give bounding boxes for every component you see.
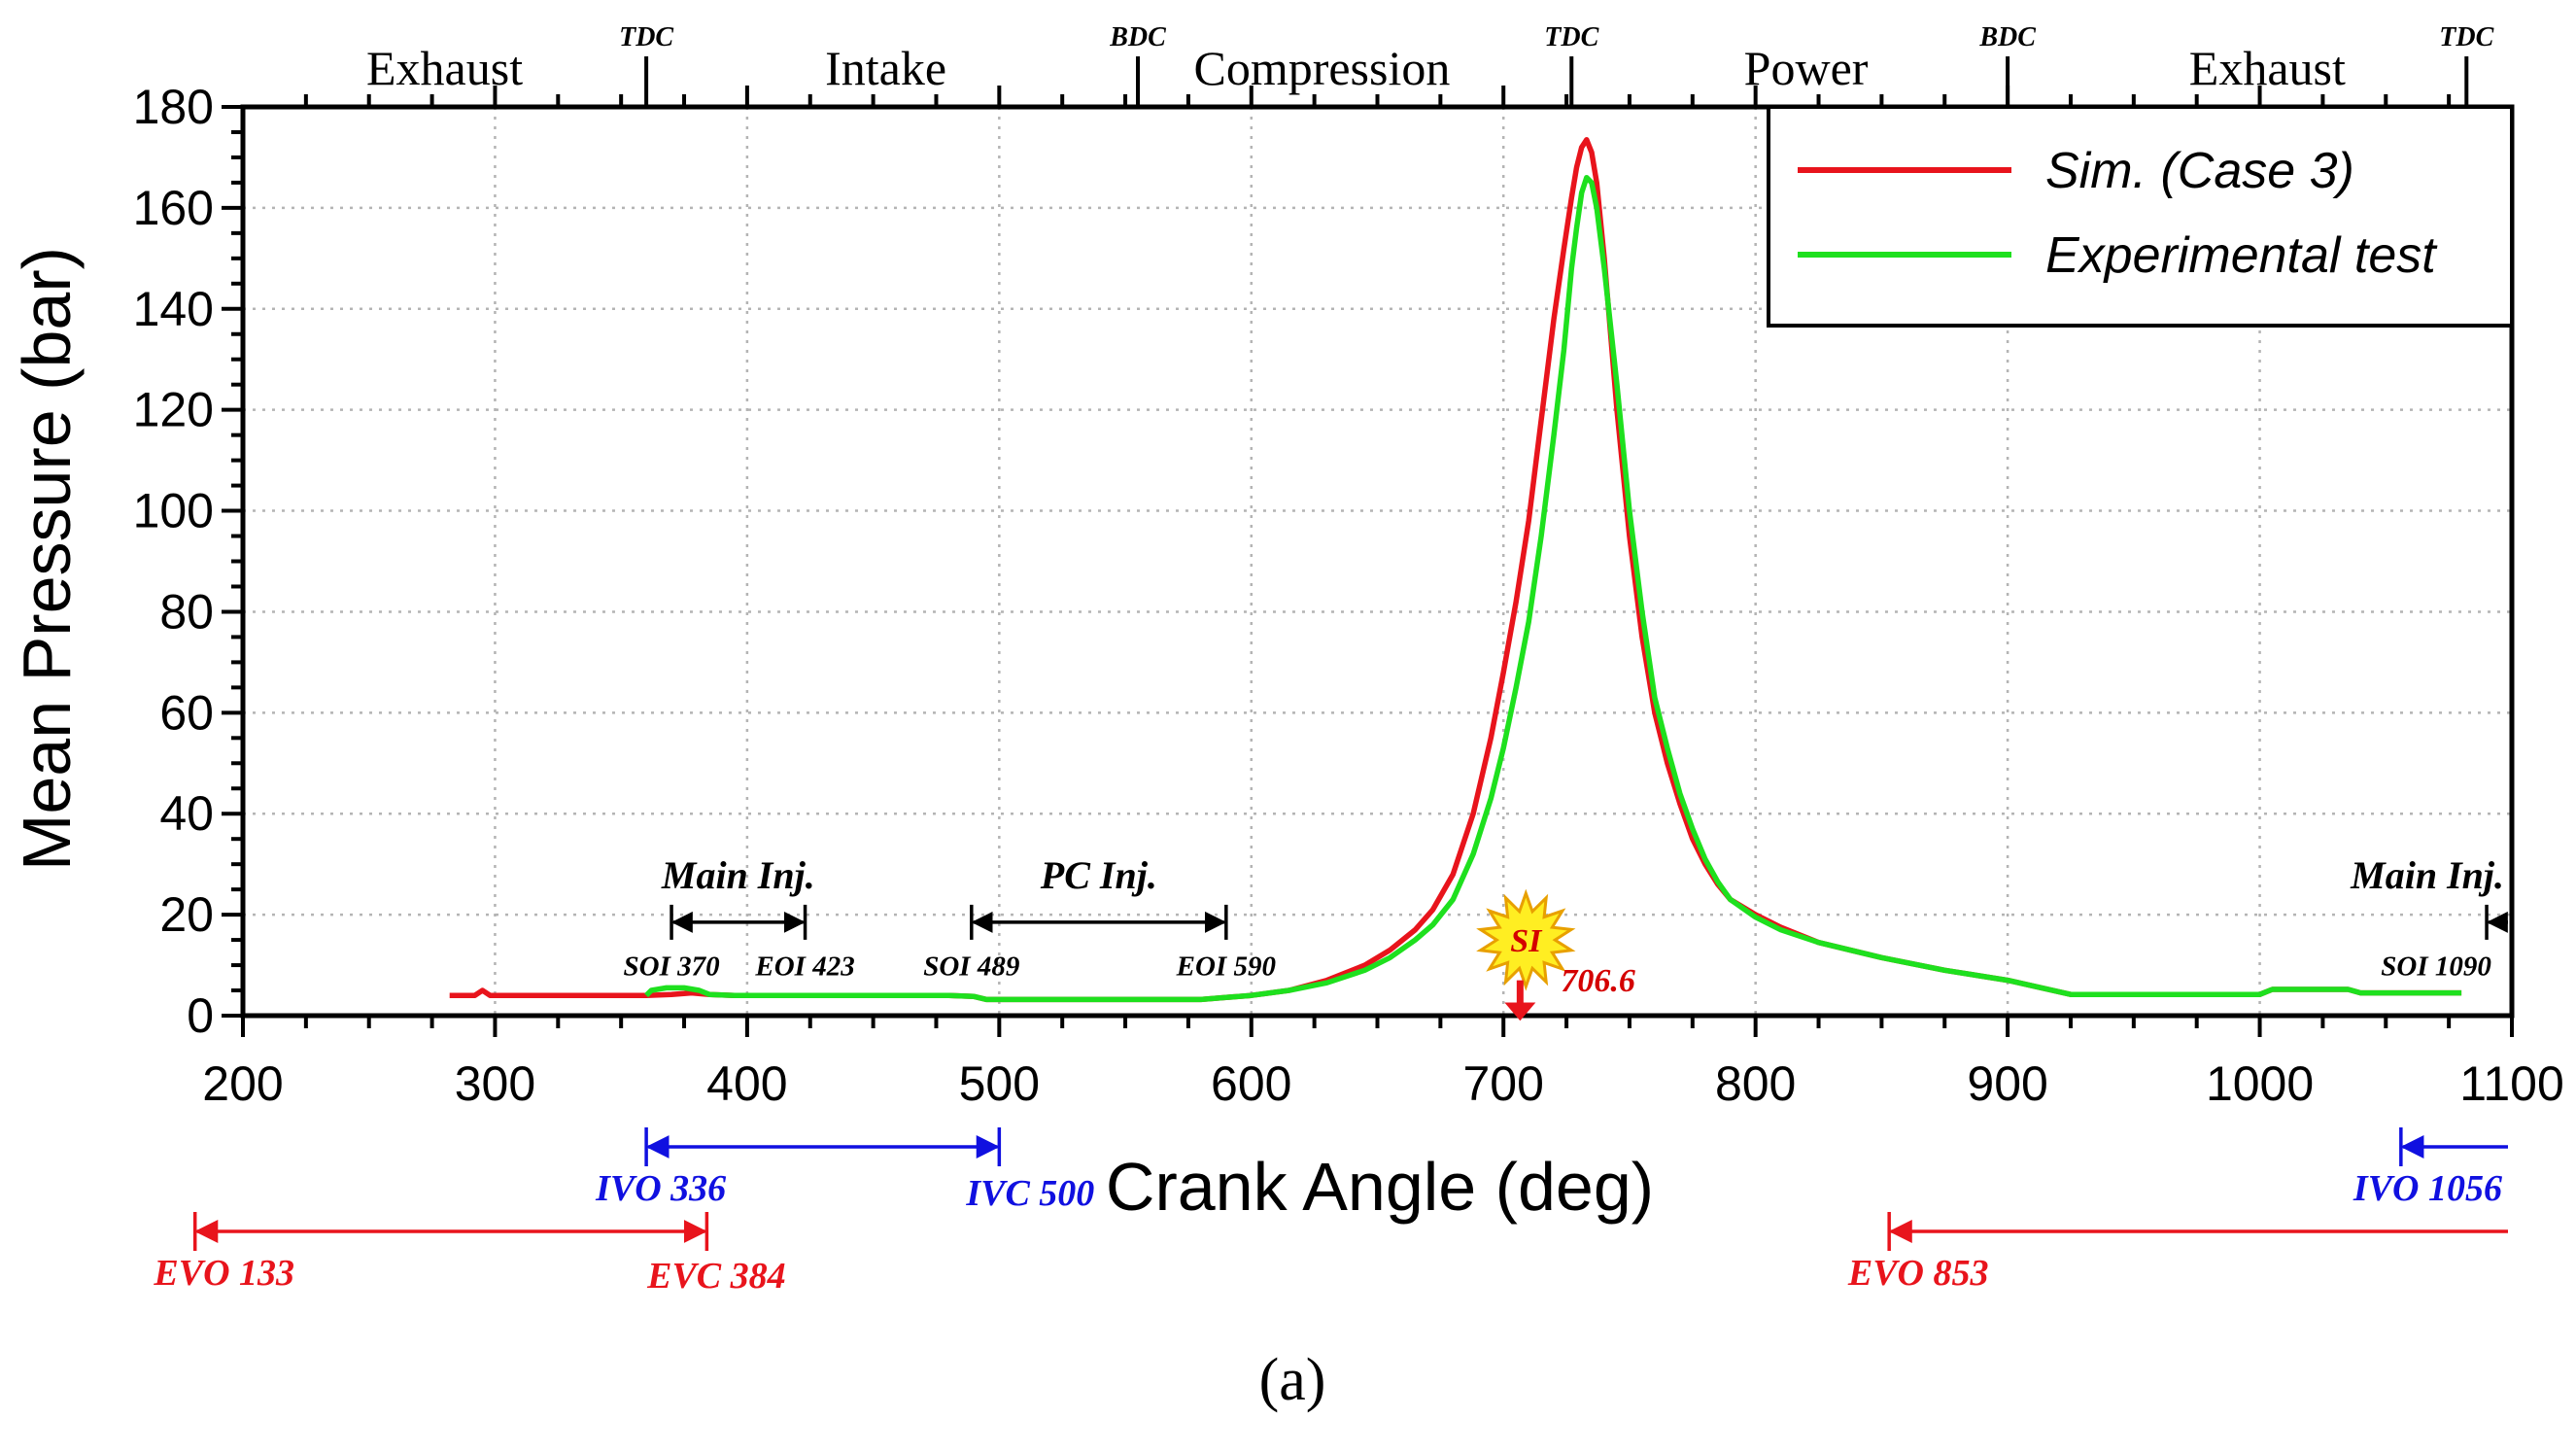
dead-center-label: BDC bbox=[1109, 22, 1166, 52]
phase-label: Intake bbox=[825, 41, 946, 95]
injection-label: Main Inj. bbox=[2350, 853, 2504, 897]
spark-ignition-starburst bbox=[1476, 888, 1576, 991]
x-tick-label: 500 bbox=[959, 1056, 1040, 1111]
y-tick-label: 60 bbox=[159, 685, 214, 740]
x-tick-label: 1000 bbox=[2206, 1056, 2314, 1111]
dead-center-label: TDC bbox=[1544, 22, 1598, 52]
x-tick-label: 700 bbox=[1463, 1056, 1544, 1111]
spark-ignition-value: 706.6 bbox=[1561, 963, 1635, 999]
phase-labels: Exhaust Intake Compression Power Exhaust TDC B… bbox=[366, 22, 2494, 107]
valve-close-label: EVC 384 bbox=[646, 1256, 786, 1297]
annotations: Main Inj. SOI 370 EOI 423 PC Inj. SOI 489 EOI… bbox=[624, 853, 2508, 1021]
y-tick-label: 0 bbox=[187, 988, 214, 1043]
legend-entry-label: Experimental test bbox=[2045, 227, 2438, 284]
valve-open-label: EVO 133 bbox=[153, 1253, 294, 1294]
spark-ignition-label: SI bbox=[1510, 923, 1543, 959]
x-axis-title: Crank Angle (deg) bbox=[1106, 1149, 1654, 1225]
valve-close-label: IVC 500 bbox=[965, 1173, 1094, 1214]
y-tick-label: 160 bbox=[133, 181, 214, 235]
soi-label: SOI 489 bbox=[923, 951, 1019, 982]
y-axis-title: Mean Pressure (bar) bbox=[9, 247, 85, 871]
x-tick-label: 900 bbox=[1967, 1056, 2047, 1111]
y-tick-label: 40 bbox=[159, 786, 214, 841]
y-tick-label: 180 bbox=[133, 80, 214, 134]
y-tick-label: 80 bbox=[159, 584, 214, 639]
injection-label: Main Inj. bbox=[661, 853, 815, 897]
phase-label: Compression bbox=[1193, 41, 1450, 95]
soi-label: SOI 370 bbox=[624, 951, 720, 982]
phase-label: Exhaust bbox=[366, 41, 523, 95]
axis-labels: 200 300 400 500 600 700 800 900 1000 1100 0 20 40 60 8… bbox=[133, 80, 2564, 1111]
x-tick-label: 600 bbox=[1211, 1056, 1291, 1111]
legend: Sim. (Case 3) Experimental test bbox=[1767, 105, 2514, 328]
x-tick-label: 200 bbox=[202, 1056, 283, 1111]
y-tick-label: 20 bbox=[159, 887, 214, 942]
x-tick-label: 300 bbox=[455, 1056, 535, 1111]
valve-open-label: IVO 1056 bbox=[2353, 1168, 2502, 1209]
injection-label: PC Inj. bbox=[1040, 853, 1157, 897]
valve-events: IVO 336 IVC 500 IVO 1056 EVO 133 EVC 384 EVO … bbox=[153, 1127, 2508, 1297]
legend-box bbox=[1767, 105, 2514, 328]
x-tick-label: 800 bbox=[1715, 1056, 1796, 1111]
dead-center-label: BDC bbox=[1978, 22, 2036, 52]
phase-label: Power bbox=[1744, 41, 1869, 95]
phase-label: Exhaust bbox=[2189, 41, 2346, 95]
y-tick-label: 120 bbox=[133, 383, 214, 437]
valve-open-label: IVO 336 bbox=[595, 1168, 726, 1209]
valve-open-label: EVO 853 bbox=[1847, 1253, 1989, 1294]
figure-caption: (a) bbox=[1259, 1347, 1326, 1413]
eoi-label: EOI 423 bbox=[754, 951, 854, 982]
dead-center-label: TDC bbox=[619, 22, 673, 52]
y-tick-label: 100 bbox=[133, 484, 214, 538]
series-line bbox=[644, 174, 2462, 1003]
legend-entry-label: Sim. (Case 3) bbox=[2045, 143, 2354, 199]
x-tick-label: 400 bbox=[706, 1056, 787, 1111]
series-layer bbox=[449, 137, 2462, 1003]
spark-ignition-arrowhead bbox=[1504, 1002, 1536, 1021]
y-tick-label: 140 bbox=[133, 282, 214, 336]
soi-label: SOI 1090 bbox=[2381, 951, 2491, 982]
x-tick-label: 1100 bbox=[2459, 1056, 2564, 1111]
eoi-label: EOI 590 bbox=[1176, 951, 1276, 982]
dead-center-label: TDC bbox=[2439, 22, 2493, 52]
